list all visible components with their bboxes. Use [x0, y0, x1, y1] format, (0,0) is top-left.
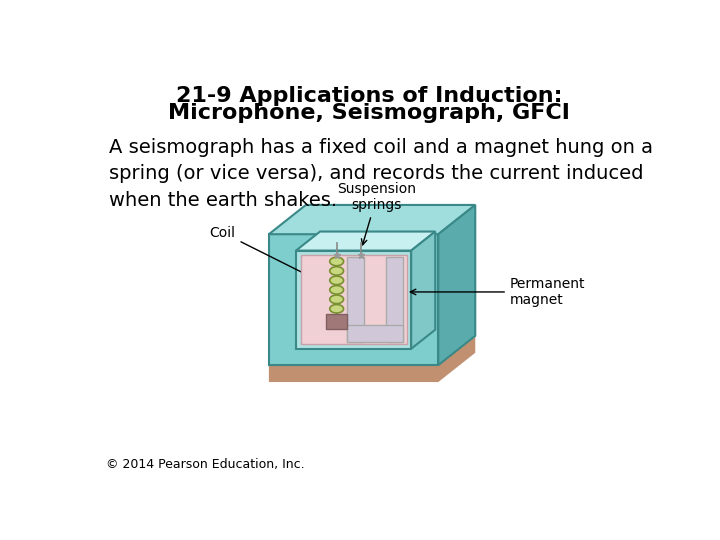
- Text: Suspension
springs: Suspension springs: [337, 182, 416, 245]
- Polygon shape: [348, 257, 364, 342]
- Polygon shape: [386, 257, 403, 342]
- Ellipse shape: [330, 276, 343, 285]
- Bar: [326, 314, 348, 329]
- Ellipse shape: [330, 257, 343, 266]
- Polygon shape: [296, 251, 411, 349]
- Polygon shape: [411, 232, 435, 349]
- Text: Permanent
magnet: Permanent magnet: [410, 277, 585, 307]
- Ellipse shape: [330, 267, 343, 275]
- Polygon shape: [438, 205, 475, 365]
- Text: A seismograph has a fixed coil and a magnet hung on a
spring (or vice versa), an: A seismograph has a fixed coil and a mag…: [109, 138, 653, 210]
- Ellipse shape: [330, 286, 343, 294]
- Text: Microphone, Seismograph, GFCI: Microphone, Seismograph, GFCI: [168, 103, 570, 123]
- Text: © 2014 Pearson Education, Inc.: © 2014 Pearson Education, Inc.: [106, 458, 305, 471]
- Ellipse shape: [330, 295, 343, 303]
- Polygon shape: [269, 336, 475, 382]
- Text: Coil: Coil: [210, 226, 330, 286]
- Polygon shape: [269, 234, 438, 365]
- Text: 21-9 Applications of Induction:: 21-9 Applications of Induction:: [176, 86, 562, 106]
- Bar: [301, 255, 407, 344]
- Polygon shape: [296, 232, 435, 251]
- Polygon shape: [348, 325, 403, 342]
- Ellipse shape: [330, 305, 343, 313]
- Polygon shape: [269, 205, 475, 234]
